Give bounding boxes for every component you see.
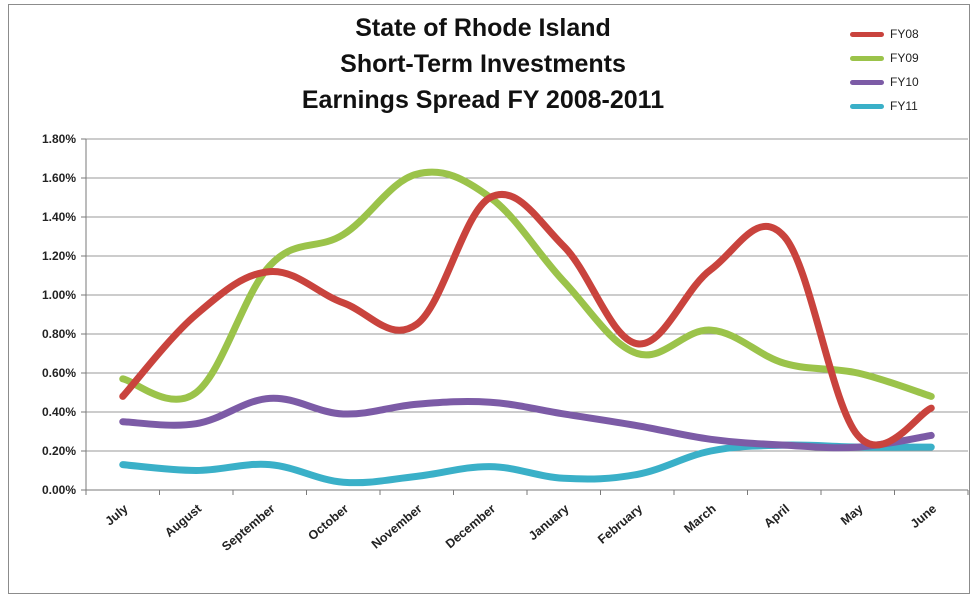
x-tick-label: August [162, 501, 205, 540]
y-tick-label: 0.40% [42, 405, 76, 419]
series-line-fy09 [119, 168, 935, 403]
y-tick-label: 0.20% [42, 444, 76, 458]
legend-label-fy11: FY11 [890, 99, 918, 113]
x-tick-label: March [681, 502, 718, 536]
chart-title-line-1: State of Rhode Island [355, 14, 611, 42]
legend-label-fy08: FY08 [890, 27, 919, 41]
x-tick-label: January [526, 502, 572, 544]
legend-item-fy10: FY10 [850, 70, 919, 94]
series-line-fy08 [119, 190, 935, 449]
chart-title: State of Rhode Island Short-Term Investm… [0, 10, 974, 118]
y-tick-label: 1.00% [42, 288, 76, 302]
legend-label-fy09: FY09 [890, 51, 919, 65]
chart-title-line-2: Short-Term Investments [340, 50, 626, 78]
x-tick-label: May [838, 502, 866, 528]
y-tick-label: 1.60% [42, 171, 76, 185]
y-tick-label: 0.00% [42, 483, 76, 497]
x-tick-label: July [103, 502, 131, 529]
y-tick-label: 1.80% [42, 132, 76, 146]
legend-swatch-fy08 [850, 31, 884, 37]
x-tick-label: June [908, 502, 939, 532]
y-tick-label: 1.20% [42, 249, 76, 263]
legend-swatch-fy11 [850, 103, 884, 109]
x-tick-label: September [219, 501, 278, 553]
x-tick-label: December [443, 501, 498, 551]
legend-swatch-fy09 [850, 55, 884, 61]
x-tick-label: November [369, 501, 425, 551]
y-tick-label: 0.80% [42, 327, 76, 341]
chart-title-line-3: Earnings Spread FY 2008-2011 [301, 86, 665, 114]
legend-swatch-fy10 [850, 79, 884, 85]
y-tick-label: 0.60% [42, 366, 76, 380]
legend-item-fy08: FY08 [850, 22, 919, 46]
x-tick-label: February [595, 502, 645, 547]
legend-label-fy10: FY10 [890, 75, 919, 89]
y-tick-label: 1.40% [42, 210, 76, 224]
series-line-fy10 [119, 394, 935, 452]
legend: FY08 FY09 FY10 FY11 [850, 22, 919, 118]
x-tick-label: April [761, 502, 792, 531]
legend-item-fy09: FY09 [850, 46, 919, 70]
legend-item-fy11: FY11 [850, 94, 919, 118]
x-tick-label: October [305, 501, 351, 543]
